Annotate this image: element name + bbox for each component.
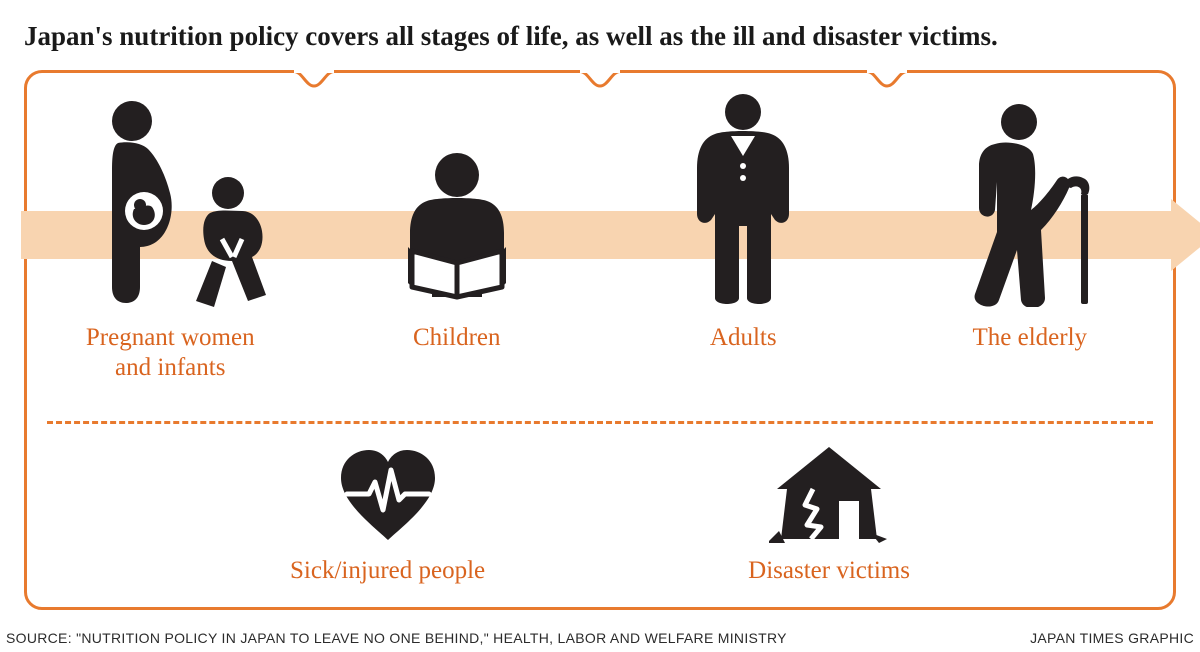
heart-ecg-icon — [333, 448, 443, 543]
life-stages-row: Pregnant womenand infants — [27, 83, 1173, 413]
source-text: SOURCE: "NUTRITION POLICY IN JAPAN TO LE… — [6, 630, 787, 646]
child-reading-icon — [382, 147, 532, 307]
group-sick-injured: Sick/injured people — [290, 443, 485, 603]
footer: SOURCE: "NUTRITION POLICY IN JAPAN TO LE… — [6, 630, 1194, 646]
stage-label: Children — [314, 323, 601, 353]
group-disaster-victims: Disaster victims — [748, 443, 910, 603]
section-divider — [47, 421, 1153, 424]
damaged-house-icon — [769, 443, 889, 543]
stage-children: Children — [314, 83, 601, 413]
pregnant-and-infant-icon — [70, 97, 270, 307]
stage-label: Adults — [600, 323, 887, 353]
stage-label: Pregnant womenand infants — [27, 323, 314, 383]
infographic-root: Japan's nutrition policy covers all stag… — [0, 0, 1200, 652]
group-label: Disaster victims — [748, 557, 910, 585]
elderly-cane-icon — [945, 102, 1115, 307]
group-label: Sick/injured people — [290, 557, 485, 585]
stage-adults: Adults — [600, 83, 887, 413]
page-title: Japan's nutrition policy covers all stag… — [24, 20, 1176, 52]
stage-elderly: The elderly — [887, 83, 1174, 413]
stage-pregnant-infants: Pregnant womenand infants — [27, 83, 314, 413]
credit-text: JAPAN TIMES GRAPHIC — [1030, 630, 1194, 646]
special-groups-row: Sick/injured people Disaster victims — [27, 443, 1173, 603]
adult-suit-icon — [683, 92, 803, 307]
stage-label: The elderly — [887, 323, 1174, 353]
main-panel: Pregnant womenand infants — [24, 70, 1176, 610]
